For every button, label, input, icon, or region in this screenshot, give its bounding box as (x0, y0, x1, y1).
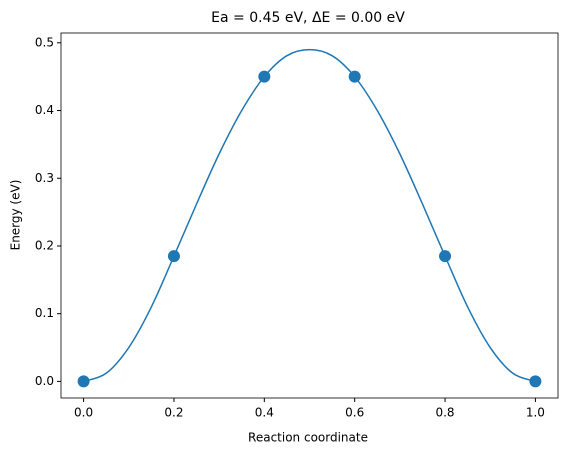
chart-title: Ea = 0.45 eV, ΔE = 0.00 eV (211, 10, 405, 26)
x-tick-label: 0.0 (74, 406, 93, 420)
x-axis-label: Reaction coordinate (248, 431, 368, 445)
y-tick-label: 0.3 (35, 171, 54, 185)
point (439, 250, 452, 263)
point (348, 70, 361, 83)
x-tick-label: 0.4 (255, 406, 274, 420)
y-tick-label: 0.1 (35, 306, 54, 320)
x-tick-label: 0.6 (345, 406, 364, 420)
y-tick-label: 0.5 (35, 35, 54, 49)
plot-frame (60, 32, 559, 399)
y-tick-label: 0.0 (35, 374, 54, 388)
point (77, 375, 90, 388)
point (167, 250, 180, 263)
y-tick-label: 0.4 (35, 103, 54, 117)
x-tick-label: 1.0 (526, 406, 545, 420)
point (258, 70, 271, 83)
y-axis-label: Energy (eV) (9, 180, 23, 251)
x-tick-label: 0.8 (435, 406, 454, 420)
curve (83, 48, 536, 383)
y-tick-label: 0.2 (35, 238, 54, 252)
point (529, 375, 542, 388)
x-tick-label: 0.2 (164, 406, 183, 420)
